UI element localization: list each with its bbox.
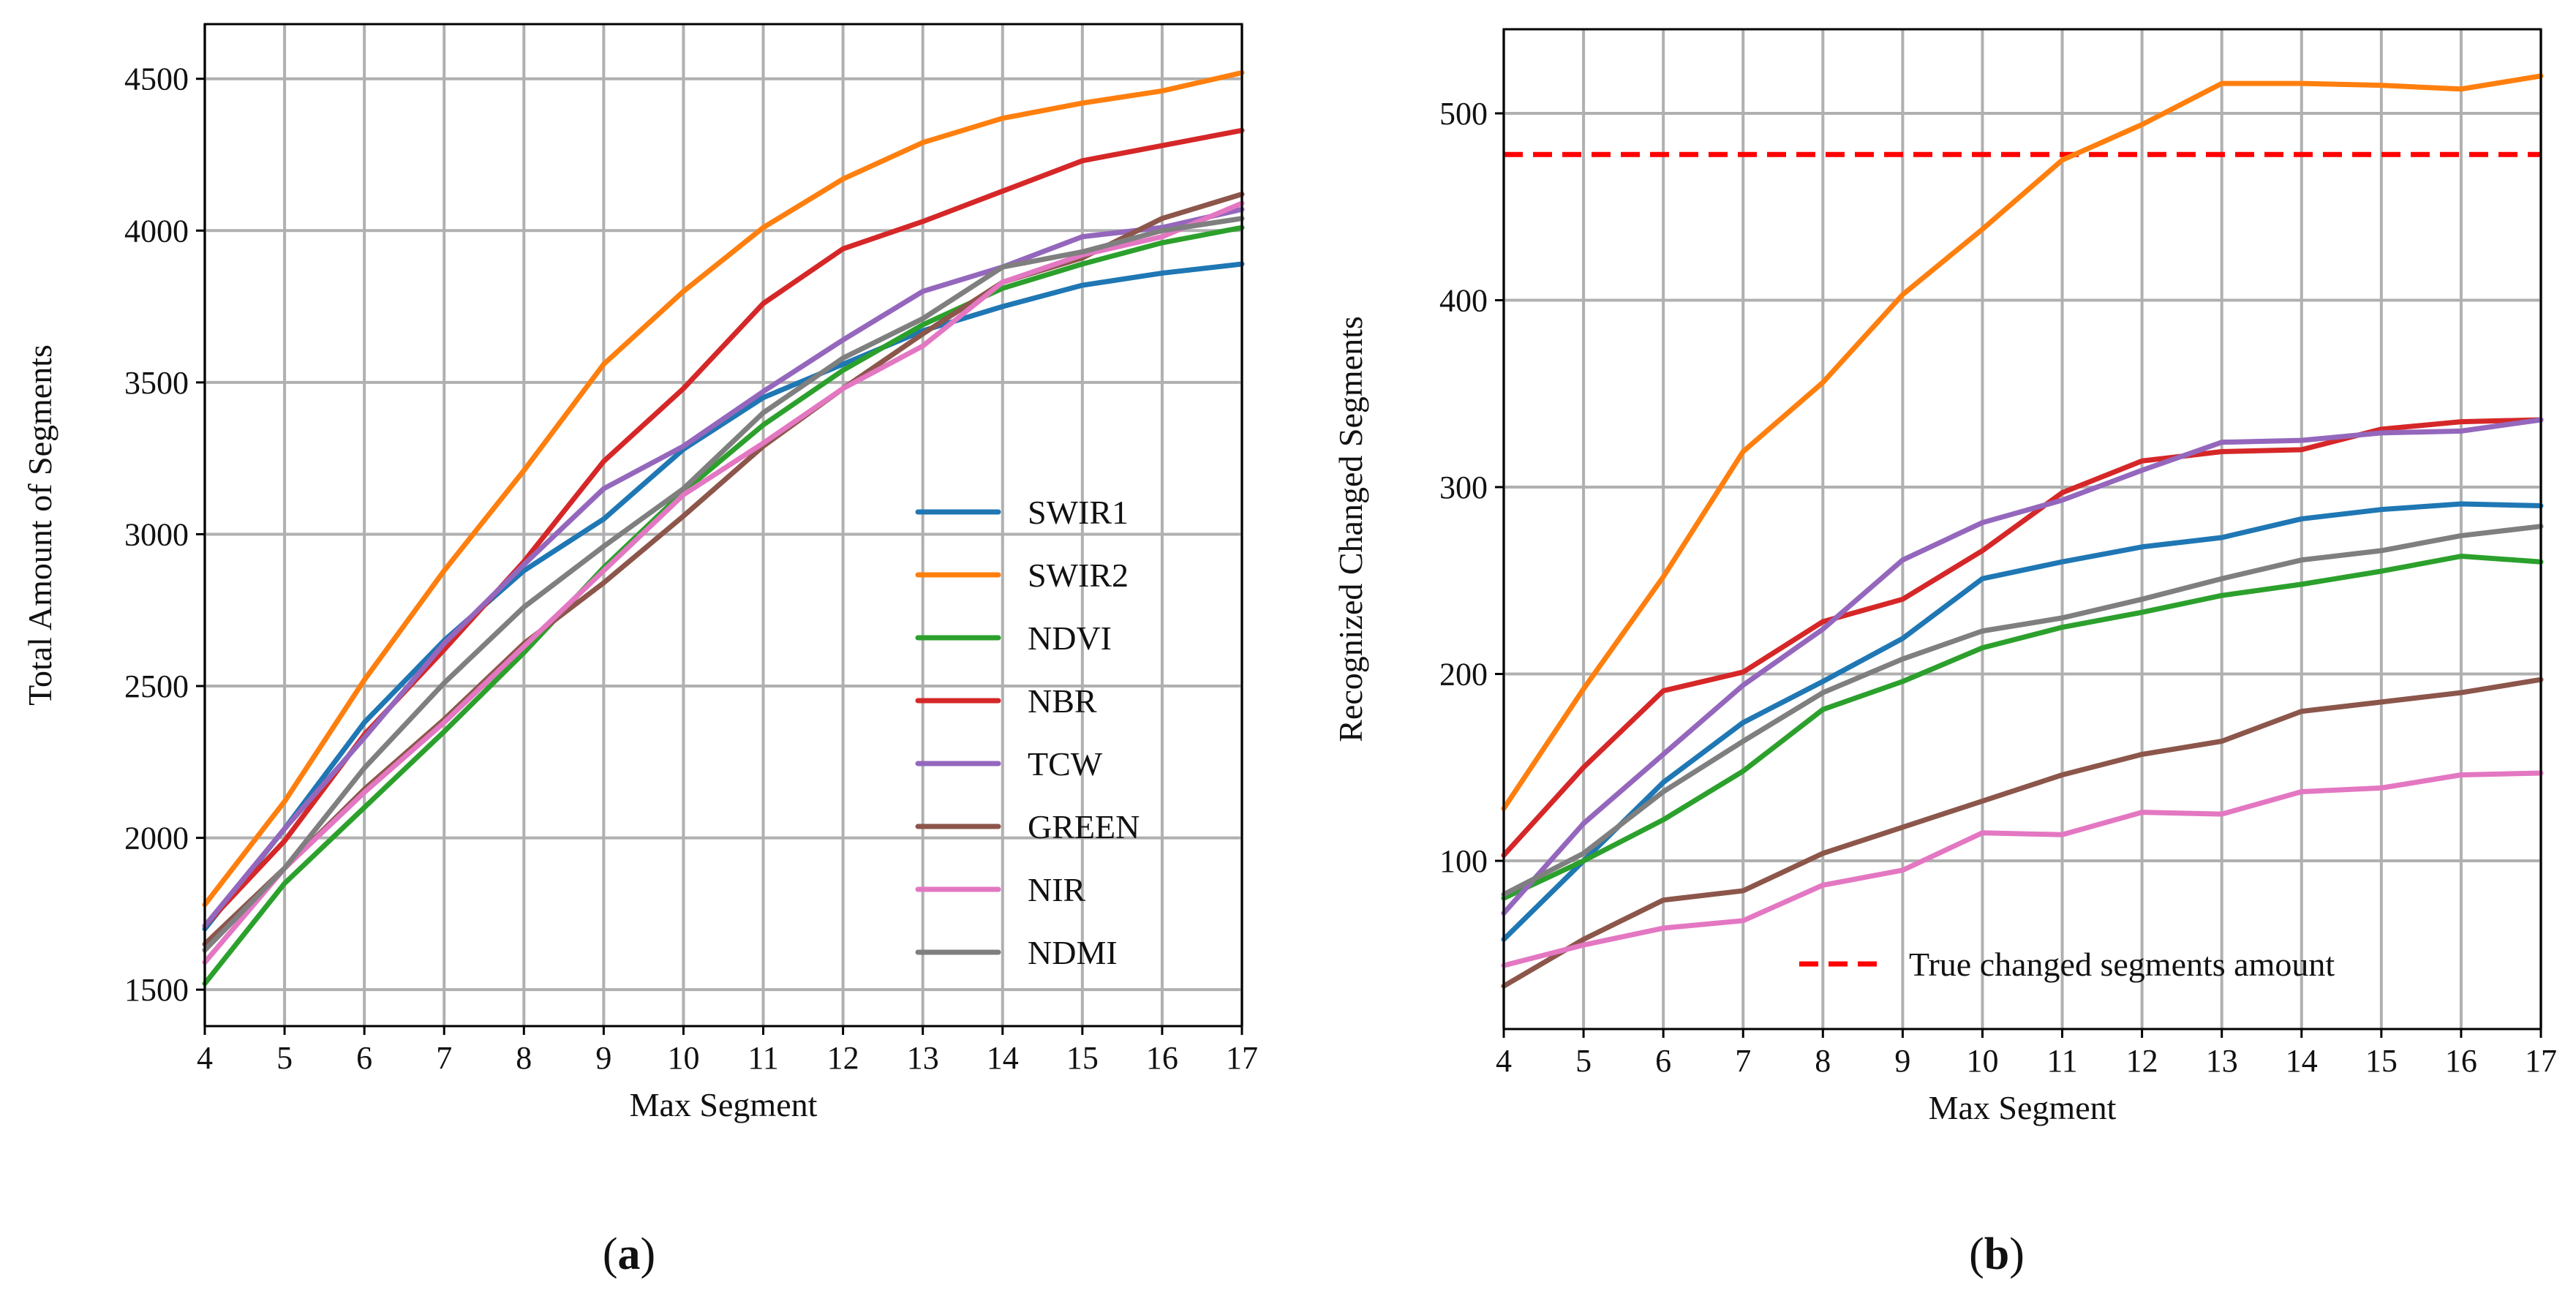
x-tick-label: 13 xyxy=(2206,1043,2238,1079)
x-tick-label: 16 xyxy=(2445,1043,2477,1079)
panel-label-open: ( xyxy=(1969,1229,1984,1279)
y-tick-label: 300 xyxy=(1439,470,1488,505)
panel-label-open: ( xyxy=(603,1229,618,1279)
x-tick-label: 12 xyxy=(827,1040,859,1076)
x-tick-label: 6 xyxy=(1655,1043,1671,1079)
legend-label-swir1: SWIR1 xyxy=(1028,494,1129,531)
series-line-swir2 xyxy=(202,69,1245,908)
x-tick-label: 4 xyxy=(1496,1043,1512,1079)
legend-label-green: GREEN xyxy=(1028,808,1140,845)
legend-label-ndvi: NDVI xyxy=(1028,619,1112,657)
x-tick-label: 8 xyxy=(1815,1043,1831,1079)
y-tick-label: 4000 xyxy=(124,213,189,249)
x-tick-label: 13 xyxy=(907,1040,939,1076)
x-tick-label: 15 xyxy=(1066,1040,1099,1076)
y-tick-label: 3000 xyxy=(124,516,189,552)
x-tick-label: 9 xyxy=(595,1040,611,1076)
series-line-ndvi xyxy=(202,225,1245,987)
x-tick-label: 17 xyxy=(2525,1043,2557,1079)
x-axis-label: Max Segment xyxy=(630,1086,818,1123)
series-line-ndmi xyxy=(1501,524,2544,897)
legend-label-swir2: SWIR2 xyxy=(1028,557,1129,594)
plot-frame xyxy=(1502,28,2542,1030)
x-tick-label: 8 xyxy=(516,1040,532,1076)
x-tick-label: 10 xyxy=(1966,1043,1998,1079)
legend-label-ndmi: NDMI xyxy=(1028,934,1118,971)
series-line-tcw xyxy=(1501,417,2544,916)
x-tick-label: 5 xyxy=(1575,1043,1592,1079)
y-tick-label: 3500 xyxy=(124,365,189,401)
x-tick-label: 11 xyxy=(747,1040,778,1076)
series-line-swir1 xyxy=(1501,501,2544,942)
y-tick-label: 2500 xyxy=(124,668,189,704)
y-tick-label: 4500 xyxy=(124,61,189,97)
plot-frame xyxy=(203,23,1243,1028)
panel-label: (b) xyxy=(1969,1229,2025,1279)
x-tick-label: 16 xyxy=(1146,1040,1178,1076)
x-tick-label: 9 xyxy=(1894,1043,1910,1079)
series-line-swir2 xyxy=(1501,73,2544,811)
grid xyxy=(1502,29,2542,1029)
y-tick-label: 1500 xyxy=(124,972,189,1008)
x-tick-label: 7 xyxy=(1735,1043,1751,1079)
y-tick-label: 2000 xyxy=(124,821,189,856)
panel-label-letter: a xyxy=(618,1229,641,1279)
series-line-swir1 xyxy=(202,261,1245,932)
x-tick-label: 14 xyxy=(2286,1043,2318,1079)
legend-label-nir: NIR xyxy=(1028,871,1086,908)
legend-label-tcw: TCW xyxy=(1028,745,1103,783)
legend: True changed segments amount xyxy=(1799,946,2335,983)
x-tick-label: 6 xyxy=(356,1040,372,1076)
series-line-ndvi xyxy=(1501,554,2544,901)
legend-label-reference: True changed segments amount xyxy=(1909,946,2335,983)
x-tick-label: 14 xyxy=(987,1040,1019,1076)
x-tick-label: 7 xyxy=(436,1040,452,1076)
x-tick-label: 5 xyxy=(276,1040,293,1076)
y-tick-label: 200 xyxy=(1439,657,1488,693)
panel-a-chart: 4 5 6 7 8 9 10 11 12 13 14 15 16 17 1500 2000 2500 3000 35… xyxy=(21,23,1258,1279)
x-tick-label: 11 xyxy=(2046,1043,2077,1079)
y-axis-label: Recognized Changed Segments xyxy=(1332,316,1369,742)
y-tick-label: 400 xyxy=(1439,282,1488,318)
series-line-ndmi xyxy=(202,216,1245,953)
legend: SWIR1 SWIR2 NDVI NBR TCW GREEN NIR NDMI xyxy=(915,494,1140,971)
legend-label-nbr: NBR xyxy=(1028,682,1097,720)
panel-label-close: ) xyxy=(641,1229,656,1279)
x-tick-label: 12 xyxy=(2126,1043,2158,1079)
x-tick-label: 4 xyxy=(197,1040,213,1076)
x-tick-label: 17 xyxy=(1226,1040,1258,1076)
y-tick-label: 100 xyxy=(1439,843,1488,879)
panel-label: (a) xyxy=(603,1229,655,1279)
panel-label-close: ) xyxy=(2009,1229,2025,1279)
series-line-nir xyxy=(202,200,1245,965)
series-line-tcw xyxy=(202,206,1245,929)
y-tick-label: 500 xyxy=(1439,96,1488,132)
x-tick-label: 10 xyxy=(667,1040,699,1076)
x-tick-label: 15 xyxy=(2365,1043,2398,1079)
series-line-green xyxy=(1501,677,2544,989)
y-axis-label: Total Amount of Segments xyxy=(21,344,59,706)
series-line-nir xyxy=(1501,770,2544,968)
panel-label-letter: b xyxy=(1984,1229,2009,1279)
x-axis-label: Max Segment xyxy=(1929,1089,2117,1126)
panel-b-chart: 4 5 6 7 8 9 10 11 12 13 14 15 16 17 100 200 300 400 500 Max… xyxy=(1332,28,2557,1279)
